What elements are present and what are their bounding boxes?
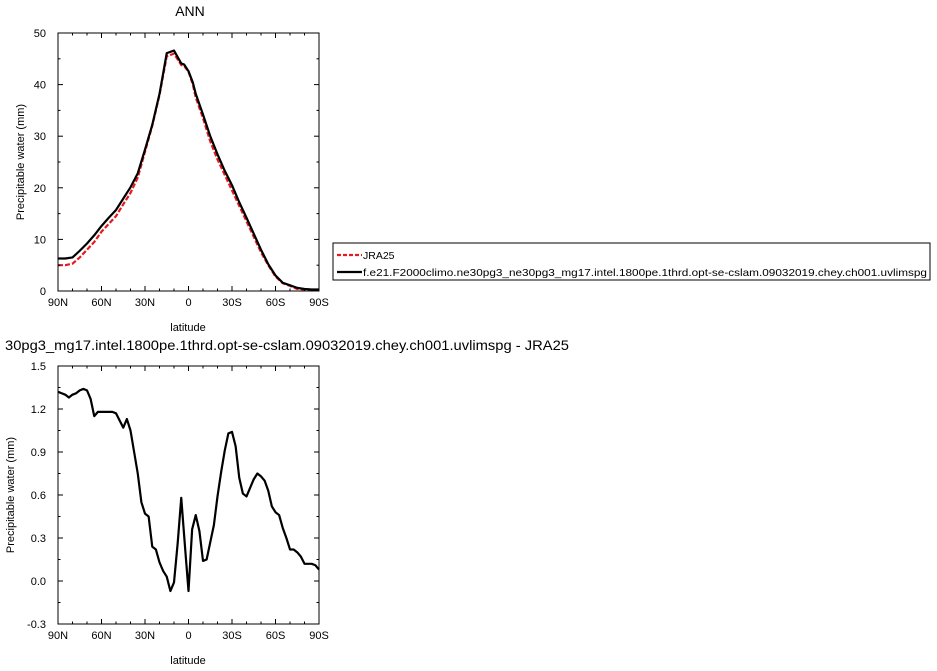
top-x-tick-label: 30S (222, 297, 242, 309)
legend-label-model: f.e21.F2000climo.ne30pg3_ne30pg3_mg17.in… (363, 267, 927, 279)
top-x-ticks: 90N 60N 30N 0 30S 60S 90S (48, 33, 329, 309)
top-series-line-0 (58, 52, 319, 292)
top-x-tick-label: 90N (48, 297, 68, 309)
bottom-y-tick-label: 0.9 (31, 447, 46, 459)
bottom-series-line-0 (57, 387, 320, 593)
top-y-tick-label: 0 (40, 286, 46, 298)
bottom-x-tick-label: 60S (266, 630, 286, 642)
top-x-tick-label: 30N (135, 297, 155, 309)
top-y-tick-label: 10 (34, 234, 46, 246)
top-y-axis-label: Precipitable water (mm) (15, 104, 27, 220)
bottom-chart-title: 30pg3_mg17.intel.1800pe.1thrd.opt-se-csl… (5, 337, 569, 353)
top-y-ticks: 0 10 20 30 40 50 (34, 28, 319, 298)
top-x-tick-label: 90S (309, 297, 329, 309)
top-x-tick-label: 60N (91, 297, 111, 309)
bottom-x-ticks: 90N 60N 30N 0 30S 60S 90S (48, 366, 329, 642)
bottom-x-tick-label: 30S (222, 630, 242, 642)
top-series-lines (58, 49, 319, 292)
top-y-tick-label: 50 (34, 28, 46, 40)
top-y-tick-label: 30 (34, 131, 46, 143)
top-y-tick-label: 40 (34, 80, 46, 92)
top-series-line-1 (58, 49, 319, 291)
bottom-series-lines (57, 387, 320, 593)
bottom-y-tick-label: -0.3 (27, 619, 46, 631)
bottom-x-tick-label: 0 (185, 630, 191, 642)
bottom-x-tick-label: 90S (309, 630, 329, 642)
bottom-y-tick-label: 1.5 (31, 361, 46, 373)
legend-label-jra25: JRA25 (363, 250, 395, 262)
bottom-y-axis-label: Precipitable water (mm) (5, 437, 17, 553)
top-x-tick-label: 0 (185, 297, 191, 309)
bottom-y-tick-label: 0.6 (31, 490, 46, 502)
bottom-y-tick-label: 1.2 (31, 404, 46, 416)
bottom-x-tick-label: 30N (135, 630, 155, 642)
top-y-tick-label: 20 (34, 183, 46, 195)
bottom-y-tick-label: 0.0 (31, 576, 46, 588)
bottom-y-tick-label: 0.3 (31, 533, 46, 545)
precipitable-water-chart-top: ANN 90N 60N 30N 0 30S 60S 90S 0 10 20 30 40 50 lati… (15, 3, 329, 334)
top-x-tick-label: 60S (266, 297, 286, 309)
bottom-x-tick-label: 90N (48, 630, 68, 642)
bottom-y-ticks: -0.3 0.0 0.3 0.6 0.9 1.2 1.5 (27, 361, 319, 631)
legend-box (332, 242, 931, 281)
precipitable-water-difference-chart: 30pg3_mg17.intel.1800pe.1thrd.opt-se-csl… (5, 337, 569, 667)
top-x-axis-label: latitude (170, 322, 205, 334)
top-chart-title: ANN (175, 3, 205, 19)
bottom-x-tick-label: 60N (91, 630, 111, 642)
bottom-x-axis-label: latitude (170, 655, 205, 667)
legend: JRA25 f.e21.F2000climo.ne30pg3_ne30pg3_m… (332, 242, 931, 281)
